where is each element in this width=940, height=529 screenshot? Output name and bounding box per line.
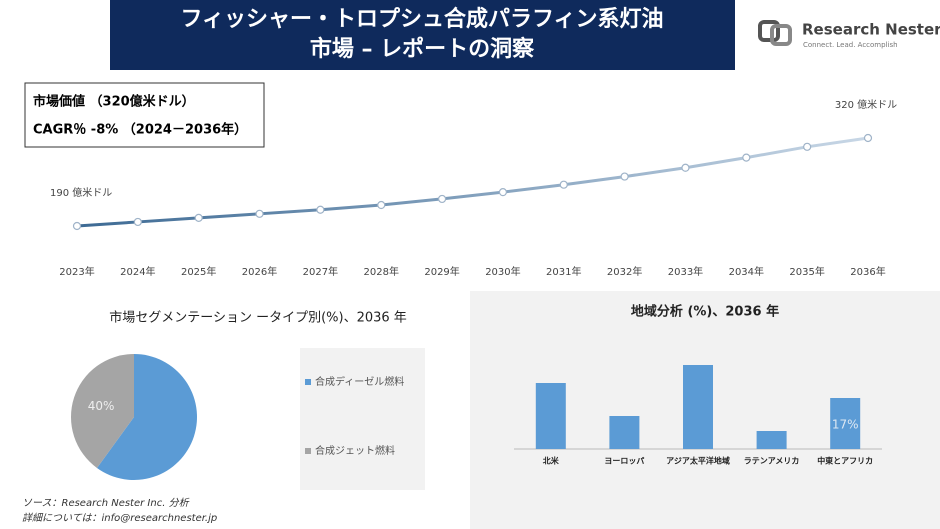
legend-label: 合成ディーゼル燃料	[315, 375, 404, 388]
bar	[830, 398, 861, 449]
x-tick-label: 2025年	[181, 265, 216, 278]
x-tick-label: 2028年	[364, 265, 399, 278]
x-tick-label: 2036年	[850, 265, 885, 278]
bar	[535, 383, 566, 449]
point	[437, 194, 447, 204]
chart-title: 市場セグメンテーション ータイプ別(%)、2036 年	[109, 310, 407, 326]
x-tick-label: 2024年	[120, 265, 155, 278]
logo-name: Research Nester	[802, 21, 940, 39]
market-value: 市場価値 （320億米ドル）	[33, 94, 195, 110]
point	[194, 213, 203, 222]
header-title: 市場 – レポートの洞察	[310, 36, 535, 62]
x-tick-label: 2034年	[729, 265, 764, 278]
point	[620, 172, 629, 181]
line	[76, 136, 869, 228]
point	[863, 133, 873, 143]
point	[498, 188, 508, 197]
x-tick-label: ラテンアメリカ	[744, 457, 800, 466]
bar	[683, 365, 713, 449]
legend-label: 合成ジェット燃料	[315, 444, 395, 457]
legend-swatch	[305, 448, 311, 454]
logo-icon	[758, 20, 780, 42]
x-tick-label: 2035年	[789, 265, 824, 278]
x-tick-label: 2030年	[485, 265, 520, 278]
point	[742, 153, 751, 162]
legend-box	[300, 348, 425, 490]
x-tick-label: ヨーロッパ	[604, 456, 644, 466]
x-tick-label: アジア太平洋地域	[666, 456, 730, 466]
contact: 詳細については：info@researchnester.jp	[22, 512, 217, 524]
x-tick-label: 北米	[543, 456, 560, 466]
pie-slice	[96, 354, 198, 481]
x-tick-label: 2029年	[424, 265, 459, 278]
x-tick-label: 2033年	[668, 265, 703, 278]
pie-slice	[71, 354, 134, 468]
chart-title: 地域分析 (%)、2036 年	[631, 304, 779, 320]
value-label: 40%	[88, 399, 115, 413]
point	[377, 200, 386, 210]
point	[681, 163, 690, 172]
point	[255, 209, 264, 218]
value-label: 320 億米ドル	[835, 98, 897, 111]
header-title: フィッシャー・トロプシュ合成パラフィン系灯油	[180, 6, 663, 32]
point	[559, 180, 568, 189]
info-box	[24, 82, 265, 148]
point	[316, 205, 325, 214]
bar	[609, 416, 640, 449]
header-banner	[110, 0, 735, 70]
value-label: 17%	[832, 418, 859, 432]
x-tick-label: 中東とアフリカ	[817, 456, 873, 466]
point	[803, 142, 812, 151]
value-label: 190 億米ドル	[50, 186, 112, 199]
x-tick-label: 2026年	[242, 265, 277, 278]
bar	[756, 431, 787, 449]
x-tick-label: 2027年	[303, 265, 338, 278]
x-tick-label: 2032年	[607, 265, 642, 278]
source: ソース：Research Nester Inc. 分析	[22, 497, 190, 509]
legend-swatch	[305, 379, 311, 385]
logo-icon	[770, 24, 792, 46]
logo: Research Nester Connect. Lead. Accomplis…	[758, 20, 940, 49]
x-tick-label: 2023年	[59, 265, 94, 278]
point	[133, 217, 142, 227]
point	[72, 221, 82, 231]
logo-tagline: Connect. Lead. Accomplish	[803, 41, 898, 49]
x-tick-label: 2031年	[546, 265, 581, 278]
cagr: CAGR％ -8% （2024－2036年）	[33, 122, 247, 138]
